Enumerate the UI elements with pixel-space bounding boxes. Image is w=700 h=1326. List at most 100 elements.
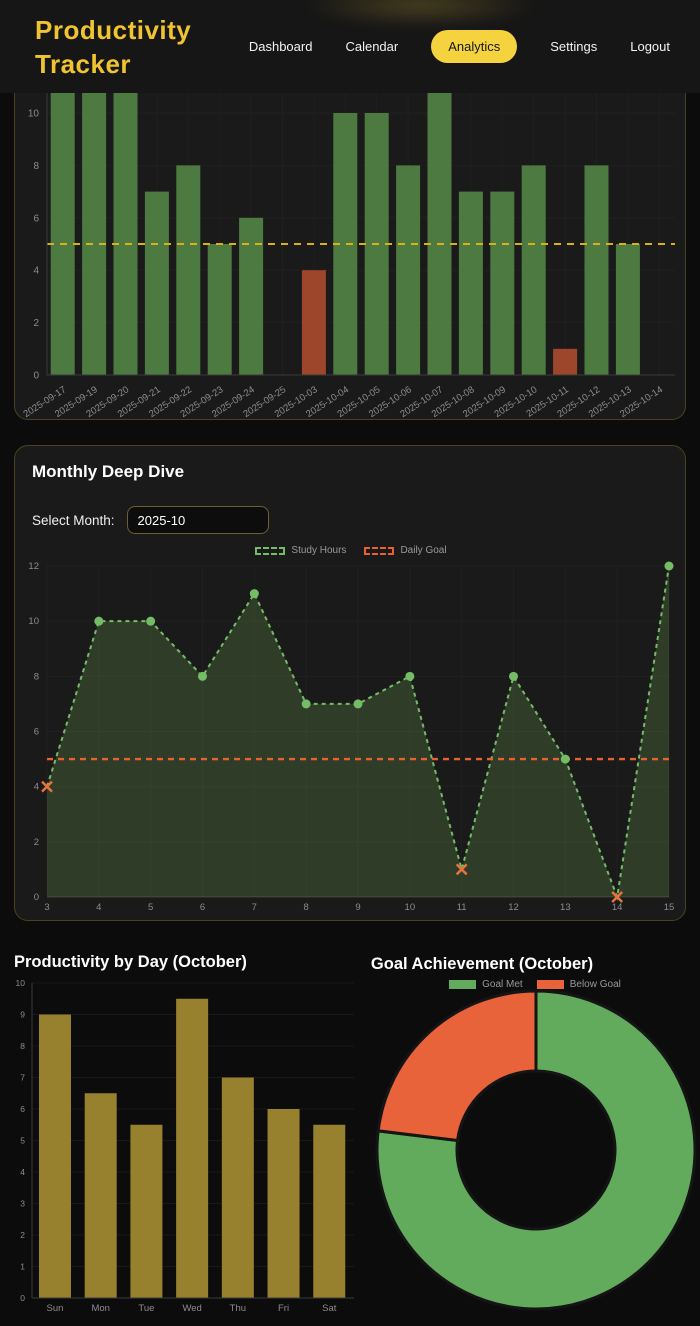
svg-text:2: 2 <box>20 1230 25 1240</box>
study-hours-legend-label: Study Hours <box>291 545 347 556</box>
app-header: Productivity Tracker Dashboard Calendar … <box>0 0 700 93</box>
svg-text:6: 6 <box>200 902 205 913</box>
daily-bar[interactable] <box>176 165 201 375</box>
svg-text:8: 8 <box>304 902 309 913</box>
donut-legend: Goal Met Below Goal <box>435 979 635 990</box>
data-point <box>664 561 674 571</box>
svg-text:9: 9 <box>20 1010 25 1020</box>
daily-bar[interactable] <box>615 244 640 375</box>
daily-bar[interactable] <box>239 217 264 375</box>
data-point <box>198 671 207 681</box>
select-month-label: Select Month: <box>32 512 115 528</box>
data-point <box>94 616 104 626</box>
daily-bar[interactable] <box>113 86 138 376</box>
weekday-bar[interactable] <box>313 1124 346 1298</box>
nav-analytics[interactable]: Analytics <box>431 30 518 63</box>
month-input[interactable] <box>126 506 269 534</box>
bars <box>50 86 640 376</box>
legend-daily-goal[interactable]: Daily Goal <box>364 545 447 556</box>
svg-text:9: 9 <box>355 902 360 913</box>
data-point <box>353 699 363 709</box>
main-nav: Dashboard Calendar Analytics Settings Lo… <box>249 30 670 63</box>
svg-text:4: 4 <box>33 266 39 277</box>
weekday-bar-chart: 0 1 2 3 4 5 6 7 8 9 10 Sun Mon Tue Wed Thu Fri Sat <box>16 978 354 1314</box>
daily-bar[interactable] <box>144 191 169 375</box>
donut-slice-goal-met[interactable] <box>375 989 697 1311</box>
data-point <box>249 589 259 599</box>
daily-bar[interactable] <box>521 165 546 375</box>
daily-bar[interactable] <box>490 191 515 375</box>
svg-text:13: 13 <box>560 902 571 913</box>
legend-goal-met[interactable]: Goal Met <box>449 979 523 990</box>
below-goal-x-marker <box>611 891 624 903</box>
svg-text:5: 5 <box>148 902 153 913</box>
svg-text:5: 5 <box>20 1136 25 1146</box>
daily-bar[interactable] <box>553 348 578 375</box>
daily-bar[interactable] <box>82 86 107 376</box>
svg-text:1: 1 <box>20 1262 25 1272</box>
goal-achievement-donut-chart <box>375 989 697 1311</box>
svg-text:10: 10 <box>405 902 416 913</box>
svg-text:6: 6 <box>20 1104 25 1114</box>
daily-bar[interactable] <box>50 86 75 376</box>
daily-bar[interactable] <box>584 165 609 375</box>
svg-text:14: 14 <box>612 902 623 913</box>
daily-goal-legend-label: Daily Goal <box>400 545 447 556</box>
legend-below-goal[interactable]: Below Goal <box>536 979 621 990</box>
daily-bar[interactable] <box>427 86 452 376</box>
svg-text:Fri: Fri <box>278 1303 289 1314</box>
svg-text:Sat: Sat <box>322 1303 337 1314</box>
daily-bar[interactable] <box>301 270 326 375</box>
donut-slice-below-goal[interactable] <box>376 989 538 1143</box>
svg-text:Mon: Mon <box>91 1303 109 1314</box>
svg-text:8: 8 <box>20 1041 25 1051</box>
data-point <box>560 754 570 764</box>
data-point <box>509 671 518 681</box>
data-point <box>301 699 311 709</box>
weekday-bar[interactable] <box>221 1077 254 1299</box>
below-goal-x-marker <box>455 863 468 876</box>
weekday-bar[interactable] <box>130 1124 163 1298</box>
svg-text:10: 10 <box>28 109 40 120</box>
svg-text:Tue: Tue <box>138 1303 154 1314</box>
nav-calendar[interactable]: Calendar <box>345 39 399 54</box>
goal-met-legend-label: Goal Met <box>482 979 523 990</box>
svg-text:12: 12 <box>28 561 39 572</box>
weekday-bar[interactable] <box>84 1093 117 1298</box>
svg-text:6: 6 <box>33 213 39 224</box>
svg-text:10: 10 <box>28 616 39 627</box>
svg-text:0: 0 <box>33 371 39 382</box>
legend-study-hours[interactable]: Study Hours <box>255 545 346 556</box>
select-month-row: Select Month: <box>32 506 269 534</box>
app-title-line2: Tracker <box>35 48 132 79</box>
svg-text:3: 3 <box>44 902 49 913</box>
monthly-deep-dive-card: Monthly Deep Dive Select Month: Study Ho… <box>14 445 686 921</box>
daily-bar[interactable] <box>458 191 483 375</box>
svg-text:Thu: Thu <box>230 1303 246 1314</box>
svg-text:4: 4 <box>20 1167 25 1177</box>
weekday-bar[interactable] <box>267 1109 300 1298</box>
svg-text:Wed: Wed <box>182 1303 201 1314</box>
daily-bar[interactable] <box>396 165 421 375</box>
goal-met-swatch-icon <box>449 980 477 989</box>
weekday-bar[interactable] <box>176 998 209 1298</box>
svg-text:8: 8 <box>34 671 39 682</box>
nav-dashboard[interactable]: Dashboard <box>248 39 313 54</box>
svg-text:4: 4 <box>96 902 101 913</box>
header-glow <box>300 0 540 28</box>
svg-text:11: 11 <box>457 902 467 913</box>
svg-text:15: 15 <box>664 902 675 913</box>
nav-settings[interactable]: Settings <box>550 39 598 54</box>
donut-chart-title: Goal Achievement (October) <box>370 955 594 973</box>
svg-text:7: 7 <box>252 902 257 913</box>
nav-logout[interactable]: Logout <box>630 39 670 54</box>
weekday-bar[interactable] <box>39 1014 71 1299</box>
svg-text:6: 6 <box>34 727 39 738</box>
daily-bar[interactable] <box>207 244 232 375</box>
svg-text:4: 4 <box>34 782 39 793</box>
area-fill <box>47 566 669 897</box>
below-goal-legend-label: Below Goal <box>569 979 621 990</box>
monthly-heading: Monthly Deep Dive <box>32 462 185 481</box>
study-hours-swatch-icon <box>255 546 286 555</box>
daily-hours-bar-chart: 02468102025-09-172025-09-192025-09-20202… <box>22 19 675 419</box>
